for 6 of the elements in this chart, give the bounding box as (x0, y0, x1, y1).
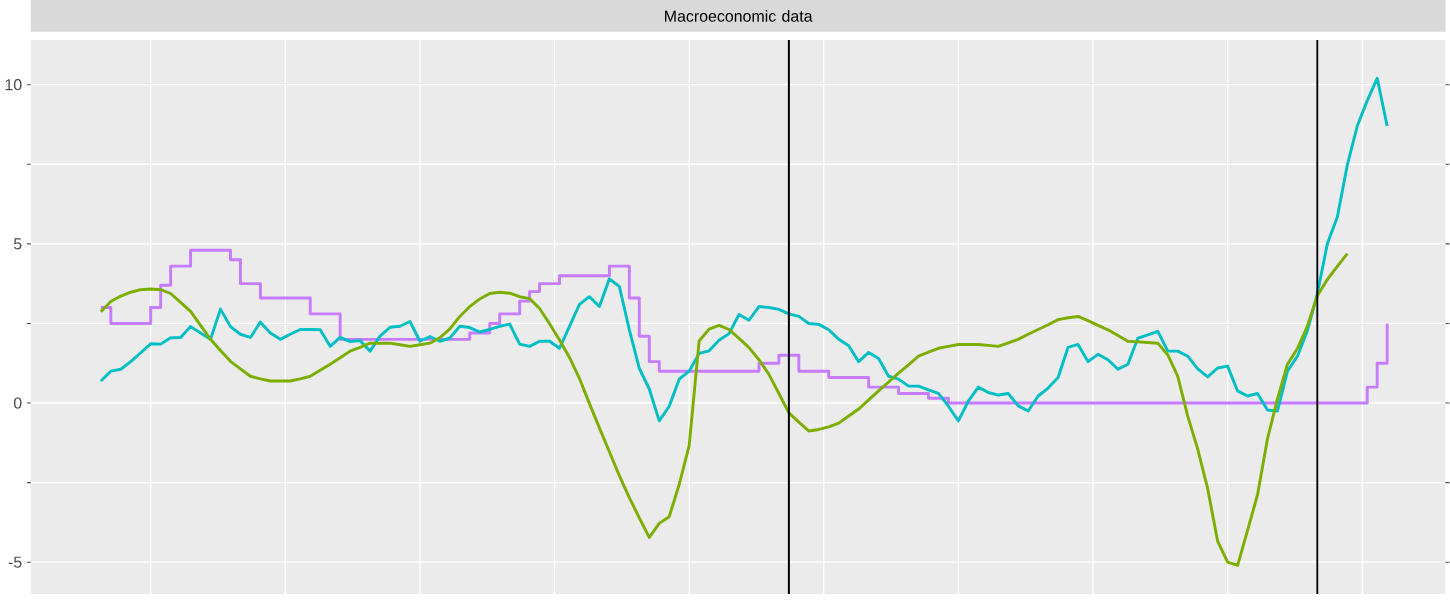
y-tick-label: 0 (13, 397, 22, 409)
y-tick-label: 10 (5, 78, 22, 91)
chart-title: Macroeconomic data (665, 10, 813, 22)
line-series (99, 76, 1389, 423)
y-tick-label: -5 (8, 556, 22, 568)
y-tick-label: 5 (13, 238, 22, 250)
